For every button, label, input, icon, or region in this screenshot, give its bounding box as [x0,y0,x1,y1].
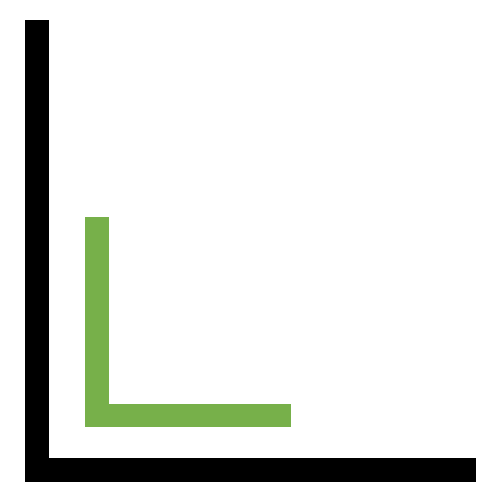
inner-l-shape [85,217,291,427]
